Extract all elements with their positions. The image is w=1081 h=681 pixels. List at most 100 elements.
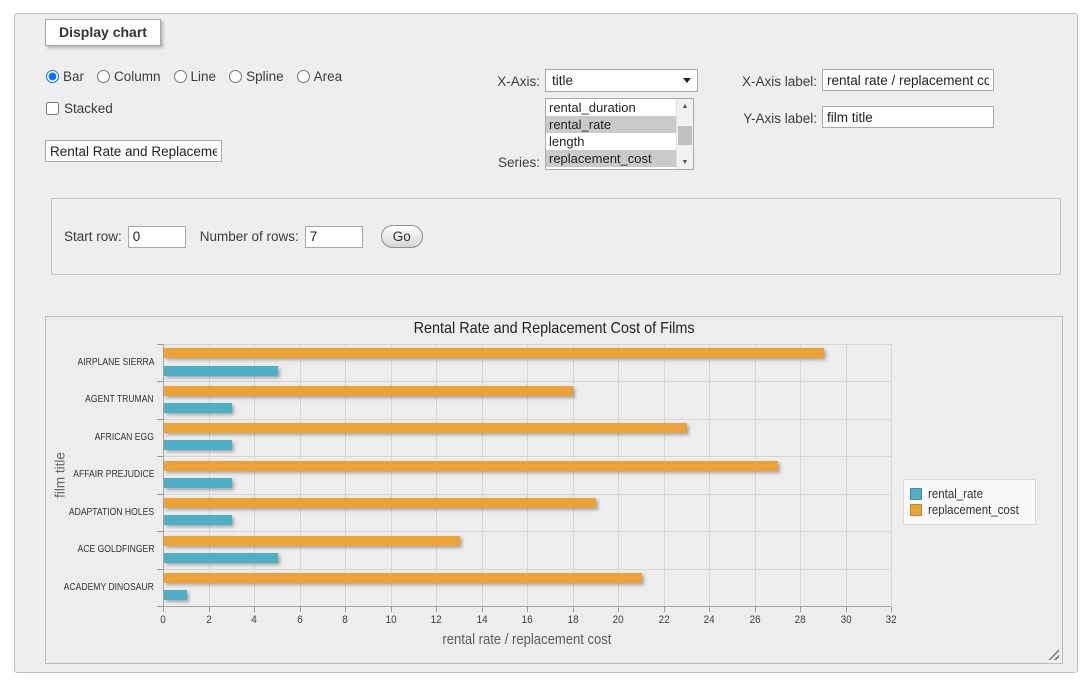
start-row-label: Start row:: [64, 229, 122, 244]
row-range-panel: Start row: Number of rows: Go: [51, 198, 1061, 275]
scroll-down-icon[interactable]: ▼: [677, 155, 693, 169]
gridline-v: [391, 344, 392, 606]
gridline-v: [345, 344, 346, 606]
x-axis-tick: [891, 607, 892, 612]
series-option-length[interactable]: length: [549, 134, 585, 149]
x-axis-tick: [300, 607, 301, 612]
x-axis-title: rental rate / replacement cost: [163, 632, 891, 648]
category-label: ACE GOLDFINGER: [46, 531, 154, 568]
bar-replacement-cost: [164, 348, 824, 358]
category-label-text: ACE GOLDFINGER: [77, 544, 154, 555]
y-axis-label-field[interactable]: [822, 106, 994, 128]
chart-type-radio-area[interactable]: [296, 70, 310, 83]
chart-type-label: Spline: [246, 69, 284, 84]
start-row-input[interactable]: [127, 225, 186, 248]
x-tick-label: 28: [778, 614, 822, 626]
x-tick-label-text: 26: [749, 614, 761, 626]
x-tick-label-text: 14: [476, 614, 488, 626]
scrollbar-thumb[interactable]: [678, 126, 692, 145]
gridline-v: [209, 344, 210, 606]
x-axis-tick: [345, 607, 346, 612]
x-tick-label-text: 18: [567, 614, 579, 626]
x-axis-label-field[interactable]: [822, 69, 994, 91]
bar-replacement-cost: [164, 498, 596, 508]
series-option-rental-rate[interactable]: rental_rate: [546, 116, 676, 133]
gridline-v: [800, 344, 801, 606]
x-axis-tick: [846, 607, 847, 612]
category-tick: [157, 381, 163, 382]
chart-container: Rental Rate and Replacement Cost of Film…: [45, 316, 1063, 664]
bar-rental-rate: [164, 590, 187, 600]
category-label: AGENT TRUMAN: [46, 381, 154, 418]
stacked-option[interactable]: Stacked: [46, 101, 113, 116]
legend-label: rental_rate: [928, 487, 983, 501]
x-axis-tick: [800, 607, 801, 612]
chart-type-option-spline[interactable]: Spline: [229, 69, 284, 84]
gridline-v: [618, 344, 619, 606]
gridline-v: [254, 344, 255, 606]
gridline-v: [436, 344, 437, 606]
stacked-label: Stacked: [64, 101, 113, 116]
x-tick-label-text: 32: [885, 614, 897, 626]
gridline-h: [163, 344, 891, 345]
category-label-text: AIRPLANE SIERRA: [77, 357, 154, 368]
x-axis-select[interactable]: title: [545, 69, 698, 92]
dropdown-caret-icon: [683, 78, 691, 83]
gridline-v: [664, 344, 665, 606]
category-label: AIRPLANE SIERRA: [46, 344, 154, 381]
series-listbox[interactable]: rental_duration rental_rate length replacem…: [545, 98, 694, 170]
gridline-h: [163, 569, 891, 570]
category-label-text: ACADEMY DINOSAUR: [63, 582, 154, 593]
series-option-replacement-cost[interactable]: replacement_cost: [546, 150, 676, 167]
num-rows-input[interactable]: [304, 225, 363, 248]
chart-title-input[interactable]: [45, 140, 222, 162]
x-tick-label: 16: [505, 614, 549, 626]
category-tick: [157, 419, 163, 420]
x-tick-label: 14: [460, 614, 504, 626]
chart-title: Rental Rate and Replacement Cost of Film…: [413, 320, 695, 337]
x-axis-tick: [391, 607, 392, 612]
chart-type-radio-bar[interactable]: [46, 70, 59, 83]
chart-type-label: Bar: [63, 69, 85, 84]
x-tick-label-text: 30: [840, 614, 852, 626]
chart-type-label: Column: [114, 69, 161, 84]
chart-type-option-line[interactable]: Line: [173, 69, 216, 84]
gridline-v: [527, 344, 528, 606]
x-axis-tick: [209, 607, 210, 612]
chart-type-option-column[interactable]: Column: [97, 69, 161, 84]
chart-type-radio-column[interactable]: [97, 70, 111, 83]
chart-type-option-bar[interactable]: Bar: [46, 69, 84, 84]
bar-rental-rate: [164, 403, 232, 413]
y-axis-line: [163, 344, 164, 607]
chart-type-radio-spline[interactable]: [229, 70, 243, 83]
series-scrollbar[interactable]: ▲ ▼: [676, 99, 693, 169]
x-tick-label-text: 4: [251, 614, 257, 626]
legend-label: replacement_cost: [928, 503, 1019, 517]
legend-swatch-replacement-cost: [910, 504, 922, 516]
x-axis-label-text: X-Axis label:: [741, 74, 817, 89]
category-label-text: AFRICAN EGG: [94, 432, 154, 443]
x-axis-title-text: rental rate / replacement cost: [442, 632, 612, 648]
category-label: ADAPTATION HOLES: [46, 494, 154, 531]
chart-type-option-area[interactable]: Area: [296, 69, 343, 84]
resize-grip-icon[interactable]: [1048, 649, 1059, 660]
category-label: AFFAIR PREJUDICE: [46, 456, 154, 493]
series-option-rental-duration[interactable]: rental_duration: [549, 100, 636, 115]
chart-legend: rental_rate replacement_cost: [903, 479, 1036, 525]
x-axis-tick: [482, 607, 483, 612]
x-axis-tick: [573, 607, 574, 612]
scroll-up-icon[interactable]: ▲: [677, 99, 693, 113]
scrollbar-track[interactable]: [677, 113, 693, 155]
panel-title: Display chart: [45, 19, 161, 46]
stacked-checkbox[interactable]: [46, 102, 59, 115]
go-button[interactable]: Go: [380, 225, 423, 248]
x-tick-label: 22: [642, 614, 686, 626]
category-label-text: ADAPTATION HOLES: [68, 507, 154, 518]
x-axis-tick: [618, 607, 619, 612]
chart-type-label: Area: [313, 69, 343, 84]
bar-rental-rate: [164, 366, 278, 376]
display-chart-panel: Display chart Bar Column Line Spline Area St…: [14, 13, 1078, 673]
chart-type-radio-line[interactable]: [173, 70, 187, 83]
category-tick: [157, 494, 163, 495]
